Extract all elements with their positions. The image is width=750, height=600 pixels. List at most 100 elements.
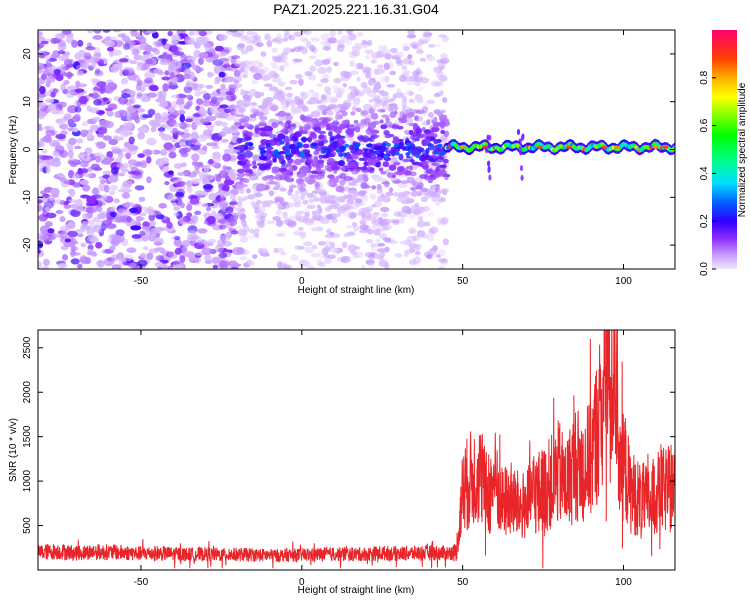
heatmap-cell (79, 179, 89, 186)
heatmap-cell (439, 52, 449, 60)
heatmap-cell (116, 109, 128, 118)
heatmap-cell (96, 195, 106, 203)
heatmap-cell (197, 36, 208, 46)
heatmap-cell (305, 125, 312, 130)
y-tick-label: 500 (22, 517, 33, 534)
heatmap-cell (343, 71, 352, 79)
heatmap-cell (392, 139, 399, 144)
colorbar-label: Normalized spectral amplitude (737, 82, 748, 217)
heatmap-cell (268, 118, 278, 123)
heatmap-cell (185, 118, 194, 123)
heatmap-cell (167, 194, 178, 202)
heatmap-cell (415, 127, 422, 134)
heatmap-cell (317, 241, 327, 246)
heatmap-cell (347, 96, 355, 102)
heatmap-cell (379, 219, 388, 227)
heatmap-cell (174, 247, 182, 255)
heatmap-cell (401, 96, 407, 103)
heatmap-cell (38, 70, 45, 75)
heatmap-cell (191, 130, 198, 140)
heatmap-cell (93, 152, 103, 158)
heatmap-cell (425, 147, 430, 155)
heatmap-cell (46, 75, 56, 83)
heatmap-cell (38, 86, 46, 95)
heatmap-cell (374, 85, 380, 93)
heatmap-cell (352, 101, 360, 107)
heatmap-cell (327, 254, 336, 260)
heatmap-cell (275, 219, 284, 227)
heatmap-cell (228, 144, 234, 149)
figure-title: PAZ1.2025.221.16.31.G04 (273, 1, 439, 17)
heatmap-cell (362, 86, 372, 94)
heatmap-cell (380, 124, 388, 130)
heatmap-cell (272, 94, 279, 100)
heatmap-cell (381, 142, 387, 147)
heatmap-cell (146, 30, 157, 34)
heatmap-cell (248, 169, 253, 175)
heatmap-cell (311, 210, 317, 215)
heatmap-cell (38, 111, 46, 120)
heatmap-cell (179, 202, 185, 209)
heatmap-cell (422, 140, 429, 147)
heatmap-cell (601, 145, 608, 149)
heatmap-cell (67, 118, 75, 126)
heatmap-cell (267, 181, 275, 185)
heatmap-cell (430, 80, 441, 87)
heatmap-cell (249, 113, 257, 119)
heatmap-cell (440, 217, 449, 225)
heatmap-cell (338, 153, 344, 157)
heatmap-cell (115, 229, 125, 237)
heatmap-cell (322, 118, 331, 123)
heatmap-cell (373, 145, 383, 151)
heatmap-cell (315, 147, 323, 152)
heatmap-cell (286, 202, 294, 208)
heatmap-cell (186, 203, 193, 212)
heatmap-cell (321, 154, 329, 159)
heatmap-cell (114, 157, 123, 164)
heatmap-cell (267, 69, 277, 74)
heatmap-cell (246, 30, 253, 36)
heatmap-cell (137, 126, 148, 134)
heatmap-cell (308, 98, 318, 105)
heatmap-cell (319, 104, 327, 110)
heatmap-cell (336, 44, 345, 53)
heatmap-cell (422, 32, 432, 38)
heatmap-cell (320, 33, 330, 41)
heatmap-cell (373, 102, 381, 108)
heatmap-cell (258, 120, 266, 127)
heatmap-cell (383, 154, 389, 159)
heatmap-cell (256, 218, 265, 226)
heatmap-cell (244, 150, 254, 158)
heatmap-cell (168, 151, 177, 159)
heatmap-cell (350, 111, 356, 116)
heatmap-cell (214, 76, 222, 83)
heatmap-cell (99, 179, 106, 185)
heatmap-cell (354, 88, 360, 96)
heatmap-cell (385, 191, 394, 197)
heatmap-cell (300, 157, 305, 163)
heatmap-cell (307, 136, 313, 143)
heatmap-cell (285, 151, 291, 156)
heatmap-cell (295, 178, 305, 185)
heatmap-cell (322, 46, 331, 51)
heatmap-cell (440, 188, 450, 193)
heatmap-cell (38, 92, 47, 99)
heatmap-cell (59, 176, 67, 183)
colorbar-gradient (712, 30, 737, 269)
heatmap-cell (270, 61, 278, 69)
heatmap-cell (357, 190, 366, 196)
heatmap-cell (130, 225, 142, 231)
heatmap-cell (239, 73, 247, 79)
heatmap-cell (247, 194, 256, 200)
heatmap-cell (303, 241, 313, 247)
heatmap-cell (368, 253, 376, 260)
heatmap-cell (218, 183, 227, 191)
heatmap-cell (254, 209, 261, 214)
heatmap-cell (388, 187, 394, 193)
heatmap-cell (341, 241, 348, 249)
heatmap-cell (370, 52, 381, 59)
snr-x-label: Height of straight line (km) (298, 585, 415, 596)
heatmap-cell (257, 247, 264, 255)
heatmap-cell (351, 168, 360, 175)
heatmap-cell (137, 259, 148, 267)
